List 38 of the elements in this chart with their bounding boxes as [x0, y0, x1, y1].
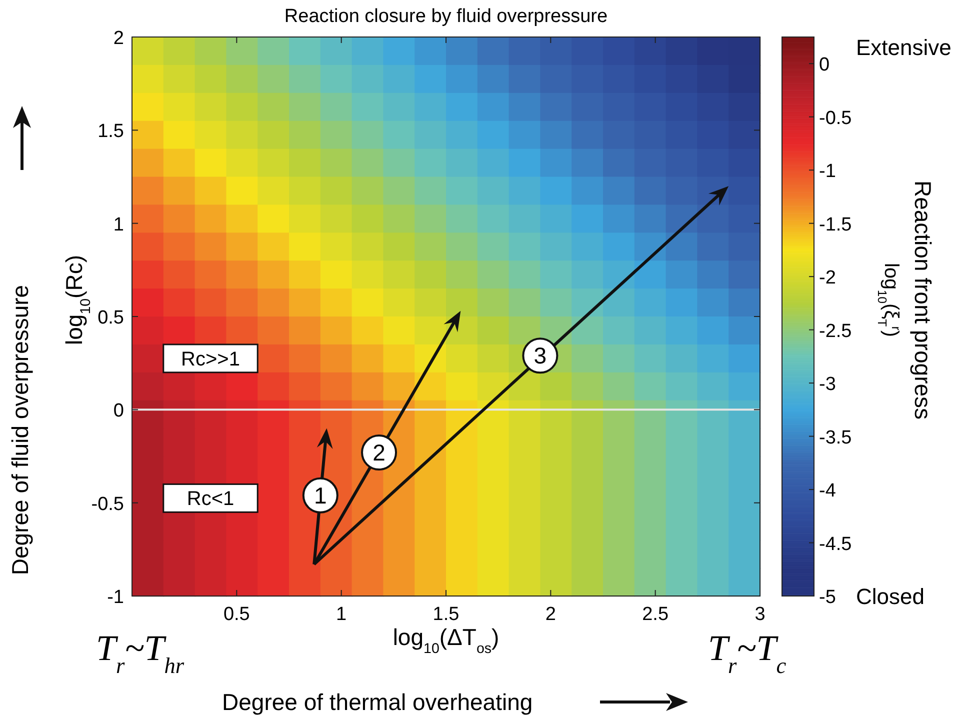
x-tick-label: 2: [545, 604, 556, 625]
x-tick-label: 0.5: [223, 604, 250, 625]
text: Degree of thermal overheating: [222, 689, 533, 715]
annotation: Rc>>1: [181, 348, 240, 370]
text: T$_{r}$~T$_{c}$: [708, 628, 786, 678]
y-tick-label: 0.5: [98, 308, 124, 328]
color-bar-label: -2: [819, 268, 836, 289]
y-tick-label: 0: [113, 400, 124, 422]
color-bar-label: 0: [819, 54, 830, 76]
annotation: 3: [534, 342, 547, 369]
annotation: 2: [372, 440, 386, 466]
text: Closed: [856, 584, 924, 609]
color-bar-label: -3.5: [819, 427, 852, 448]
annotation: Rc<1: [186, 488, 234, 510]
y-tick-label: 1.5: [98, 121, 124, 142]
x-tick-label: 1: [336, 604, 347, 625]
text: T$_{r}$~T$_{hr}$: [96, 628, 184, 678]
color-bar-label: -2.5: [819, 320, 852, 342]
chart-title: Reaction closure by fluid overpressure: [284, 6, 608, 27]
color-bar-label: -4.5: [819, 534, 852, 555]
x-tick-label: 3: [754, 604, 766, 625]
y-tick-label: 1: [113, 214, 124, 236]
color-bar-label: -3: [819, 374, 836, 396]
color-bar-label: -5: [819, 587, 836, 608]
y-tick-label: -0.5: [91, 494, 124, 515]
color-bar-label: -1: [819, 161, 836, 182]
x-tick-label: 2.5: [642, 604, 669, 625]
text: Extensive: [856, 35, 952, 60]
annotation: 1: [314, 482, 327, 508]
x-tick-label: 1.5: [432, 604, 460, 625]
y-tick-label: -1: [107, 587, 124, 608]
x-axis-title: log$_{10}$(ΔT$_{os}$): [392, 624, 500, 657]
color-bar-label: -4: [819, 480, 836, 502]
text: Degree of fluid overpressure: [7, 284, 33, 576]
color-bar-label: -0.5: [819, 108, 852, 129]
color-bar-title: Reaction front progress: [910, 180, 936, 420]
y-tick-label: 2: [113, 28, 124, 49]
color-bar-label: -1.5: [819, 214, 852, 236]
